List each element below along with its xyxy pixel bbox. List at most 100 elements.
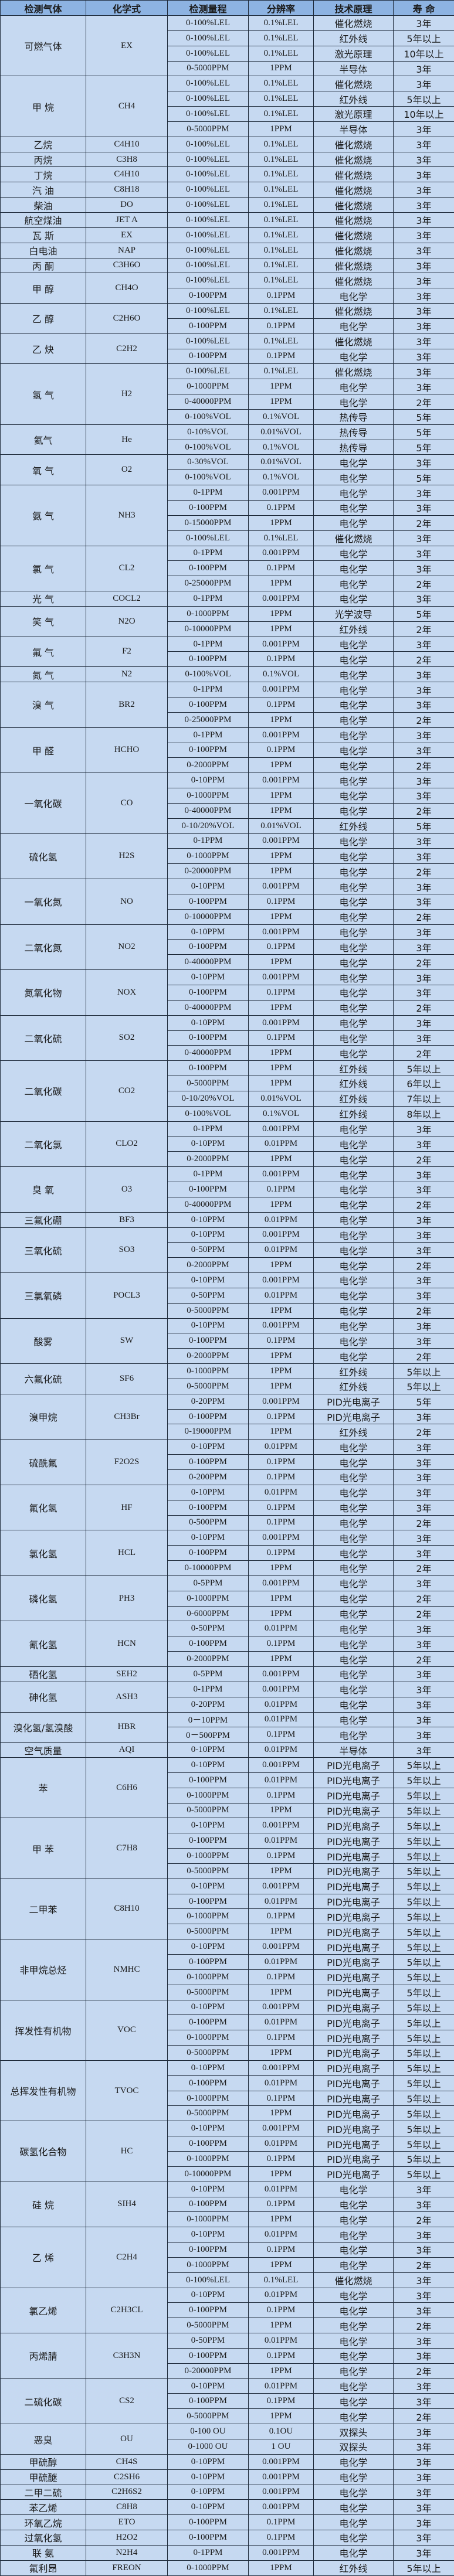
resolution-cell: 0.001PPM	[249, 1167, 314, 1182]
formula-cell: SW	[86, 1318, 168, 1364]
resolution-cell: 0.01%VOL	[249, 455, 314, 470]
formula-cell: JET A	[86, 212, 168, 227]
formula-cell: F2	[86, 637, 168, 667]
technology-cell: 电化学	[314, 1500, 394, 1515]
technology-cell: 电化学	[314, 1652, 394, 1667]
range-cell: 0-20000PPM	[168, 864, 249, 879]
technology-cell: 电化学	[314, 2242, 394, 2258]
formula-cell: CO	[86, 773, 168, 833]
gas-name-cell: 乙 炔	[1, 334, 86, 364]
resolution-cell: 0.1PPM	[249, 1849, 314, 1864]
lifetime-cell: 2年	[394, 652, 454, 667]
formula-cell: FREON	[86, 2560, 168, 2575]
lifetime-cell: 3年	[394, 833, 454, 849]
formula-cell: O2	[86, 455, 168, 485]
resolution-cell: 0.1PPM	[249, 2197, 314, 2212]
gas-name-cell: 硫酰氟	[1, 1440, 86, 1485]
range-cell: 0-10PPM	[168, 2500, 249, 2515]
resolution-cell: 0.001PPM	[249, 1273, 314, 1288]
lifetime-cell: 3年	[394, 849, 454, 864]
lifetime-cell: 5年以上	[394, 2075, 454, 2091]
lifetime-cell: 3年	[394, 591, 454, 607]
gas-name-cell: 可燃气体	[1, 16, 86, 76]
lifetime-cell: 5年以上	[394, 2030, 454, 2046]
range-cell: 0-1000PPM	[168, 2212, 249, 2227]
resolution-cell: 1PPM	[249, 803, 314, 818]
lifetime-cell: 3年	[394, 1288, 454, 1303]
resolution-cell: 0.001PPM	[249, 546, 314, 561]
resolution-cell: 1PPM	[249, 394, 314, 410]
lifetime-cell: 3年	[394, 1485, 454, 1500]
gas-name-cell: 空气质量	[1, 1743, 86, 1758]
lifetime-cell: 3年	[394, 61, 454, 76]
technology-cell: 催化燃烧	[314, 243, 394, 258]
technology-cell: 催化燃烧	[314, 273, 394, 288]
technology-cell: 电化学	[314, 455, 394, 470]
technology-cell: 电化学	[314, 2394, 394, 2409]
technology-cell: 电化学	[314, 1273, 394, 1288]
lifetime-cell: 2年	[394, 955, 454, 970]
range-cell: 0-100%LEL	[168, 30, 249, 46]
resolution-cell: 0.001PPM	[249, 2000, 314, 2015]
range-cell: 0-10PPM	[168, 2469, 249, 2485]
formula-cell: NO2	[86, 924, 168, 970]
range-cell: 0-100PPM	[168, 1030, 249, 1046]
range-cell: 0-100%LEL	[168, 107, 249, 122]
gas-name-cell: 一氧化碳	[1, 773, 86, 833]
resolution-cell: 1PPM	[249, 849, 314, 864]
resolution-cell: 0.01%VOL	[249, 818, 314, 833]
formula-cell: CH4O	[86, 273, 168, 304]
lifetime-cell: 3年	[394, 304, 454, 319]
lifetime-cell: 3年	[394, 530, 454, 546]
gas-name-cell: 瓦 斯	[1, 227, 86, 243]
range-cell: 0-10PPM	[168, 2485, 249, 2500]
lifetime-cell: 3年	[394, 137, 454, 152]
lifetime-cell: 5年	[394, 424, 454, 440]
lifetime-cell: 3年	[394, 1455, 454, 1470]
lifetime-cell: 3年	[394, 227, 454, 243]
formula-cell: BF3	[86, 1212, 168, 1227]
resolution-cell: 0.001PPM	[249, 833, 314, 849]
range-cell: 0-10000PPM	[168, 621, 249, 637]
range-cell: 0-100PPM	[168, 1772, 249, 1788]
lifetime-cell: 2年	[394, 576, 454, 591]
range-cell: 0-100PPM	[168, 501, 249, 516]
lifetime-cell: 2年	[394, 394, 454, 410]
range-cell: 0-10000PPM	[168, 1561, 249, 1576]
range-cell: 0-6000PPM	[168, 1606, 249, 1621]
resolution-cell: 0.1%LEL	[249, 46, 314, 61]
technology-cell: 电化学	[314, 1712, 394, 1727]
technology-cell: 电化学	[314, 2469, 394, 2485]
lifetime-cell: 3年	[394, 2378, 454, 2394]
resolution-cell: 1PPM	[249, 758, 314, 773]
resolution-cell: 1PPM	[249, 1303, 314, 1318]
range-cell: 0-1000PPM	[168, 606, 249, 621]
lifetime-cell: 3年	[394, 1440, 454, 1455]
range-cell: 0-10PPM	[168, 1136, 249, 1152]
lifetime-cell: 3年	[394, 1530, 454, 1546]
lifetime-cell: 2年	[394, 1652, 454, 1667]
lifetime-cell: 3年	[394, 1682, 454, 1697]
resolution-cell: 0.1%LEL	[249, 227, 314, 243]
technology-cell: 电化学	[314, 2212, 394, 2227]
range-cell: 0-1PPM	[168, 546, 249, 561]
gas-name-cell: 氟化氢	[1, 1485, 86, 1530]
gas-name-cell: 甲 苯	[1, 1818, 86, 1879]
lifetime-cell: 10年以上	[394, 107, 454, 122]
range-cell: 0-100PPM	[168, 1955, 249, 1970]
formula-cell: C2H3CL	[86, 2288, 168, 2333]
resolution-cell: 0.1PPM	[249, 1788, 314, 1803]
range-cell: 0－10PPM	[168, 1712, 249, 1727]
formula-cell: ETO	[86, 2515, 168, 2530]
lifetime-cell: 5年以上	[394, 1879, 454, 1894]
resolution-cell: 0.1%LEL	[249, 137, 314, 152]
technology-cell: 电化学	[314, 501, 394, 516]
